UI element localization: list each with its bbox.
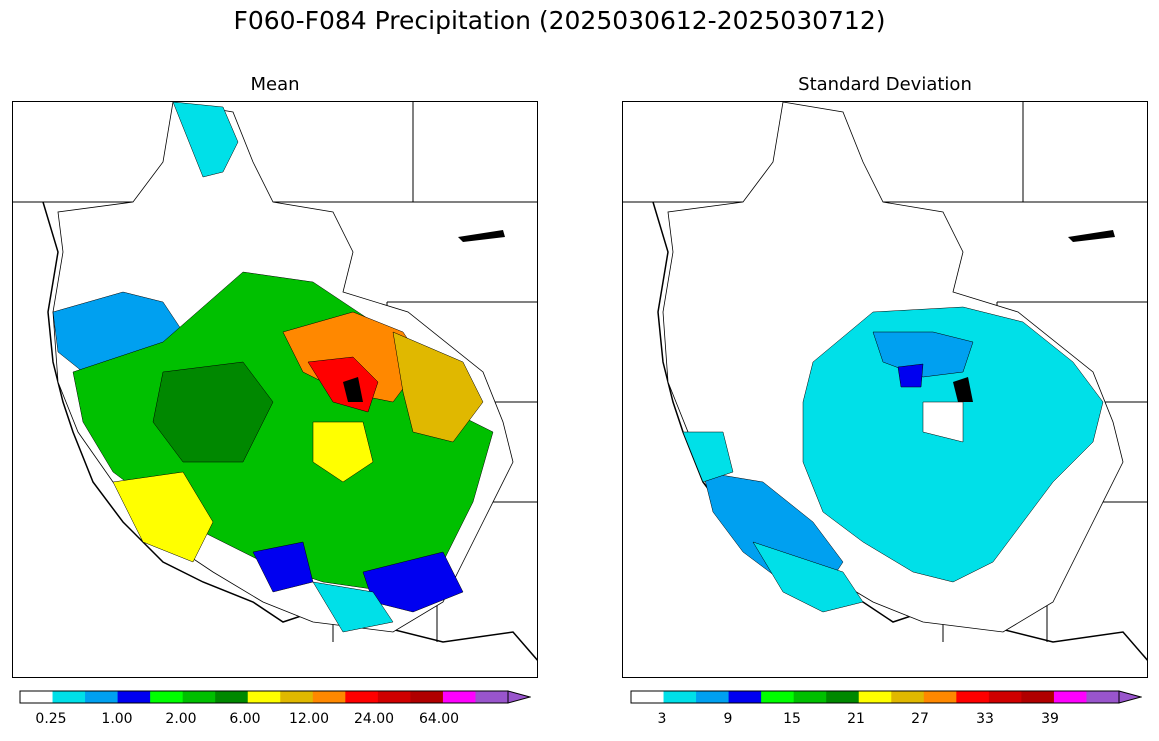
field-gold-east (392, 331, 484, 443)
field-cyan-coast (752, 541, 864, 613)
colorbar-segment (410, 691, 444, 703)
colorbar-segment (793, 691, 827, 703)
colorbar-segment (1086, 691, 1120, 703)
field-darkgreen (152, 361, 274, 463)
map-stddev (622, 101, 1148, 678)
colorbar-extend-arrow (1118, 690, 1142, 704)
colorbar-segment (150, 691, 184, 703)
tick-label: 2.00 (165, 711, 197, 727)
tick-label: 39 (1041, 711, 1059, 727)
tick-label: 3 (657, 711, 667, 727)
colorbar-outline (19, 690, 509, 704)
tick-label: 1.00 (101, 711, 133, 727)
tick-label: 0.25 (35, 711, 67, 727)
tick-label: 27 (911, 711, 929, 727)
colorbar-segment (891, 691, 925, 703)
colorbar-segment (85, 691, 119, 703)
colorbar-mean (19, 690, 531, 704)
colorbar-stddev (630, 690, 1142, 704)
field-white-hole (922, 401, 964, 443)
colorbar-stddev-labels: 3 9 15 21 27 33 39 (630, 711, 1142, 731)
colorbar-segment (826, 691, 860, 703)
colorbar-segment (988, 691, 1022, 703)
field-cyan-southwest (682, 431, 734, 483)
field-darkblue-center (897, 363, 924, 388)
colorbar-segment (761, 691, 795, 703)
map-mean-svg (13, 102, 537, 661)
tick-label: 33 (976, 711, 994, 727)
colorbar-segment (923, 691, 957, 703)
colorbar-segment (215, 691, 249, 703)
field-yellow-center (312, 421, 374, 483)
lake (343, 377, 363, 402)
colorbar-segment (858, 691, 892, 703)
colorbar-segment (475, 691, 509, 703)
tick-label: 6.00 (229, 711, 261, 727)
colorbar-segment (117, 691, 151, 703)
tick-label: 24.00 (353, 711, 395, 727)
figure-title: F060-F084 Precipitation (2025030612-2025… (233, 6, 886, 35)
colorbar-segment (442, 691, 476, 703)
colorbar-segment (728, 691, 762, 703)
lake-superior-fragment (458, 230, 505, 242)
tick-label: 9 (723, 711, 733, 727)
colorbar-segment (20, 691, 54, 703)
colorbar-extend-arrow (507, 690, 531, 704)
colorbar-segment (956, 691, 990, 703)
colorbar-segment (663, 691, 697, 703)
colorbar-mean-labels: 0.25 1.00 2.00 6.00 12.00 24.00 64.00 (19, 711, 531, 731)
tick-label: 64.00 (418, 711, 460, 727)
colorbar-segment (377, 691, 411, 703)
colorbar-segment (52, 691, 86, 703)
colorbar-segment (696, 691, 730, 703)
map-stddev-svg (623, 102, 1147, 661)
colorbar-segment (631, 691, 665, 703)
lake-superior-fragment (1068, 230, 1115, 242)
colorbar-outline (630, 690, 1120, 704)
colorbar-segment (1021, 691, 1055, 703)
colorbar-segment (247, 691, 281, 703)
field-yellow-southwest (112, 471, 214, 563)
tick-label: 12.00 (288, 711, 330, 727)
map-mean (12, 101, 538, 678)
field-cyan-south (312, 581, 394, 633)
colorbar-segment (312, 691, 346, 703)
lake (953, 377, 973, 402)
field-cyan-interior (802, 306, 1104, 583)
panel-title-stddev: Standard Deviation (798, 74, 972, 95)
colorbar-segment (1053, 691, 1087, 703)
field-blue-interior (872, 331, 974, 378)
tick-label: 21 (847, 711, 865, 727)
colorbar-segment (345, 691, 379, 703)
colorbar-segment (182, 691, 216, 703)
panel-title-mean: Mean (250, 74, 300, 95)
field-cyan-north (172, 102, 239, 178)
colorbar-segment (280, 691, 314, 703)
tick-label: 15 (783, 711, 801, 727)
